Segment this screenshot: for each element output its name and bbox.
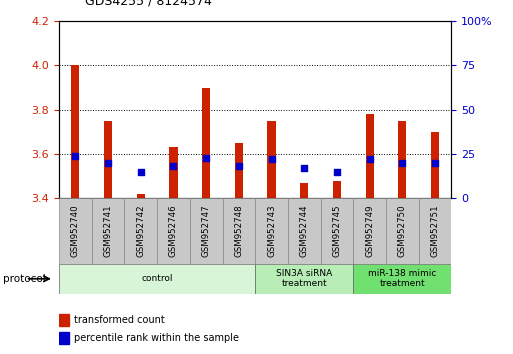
Bar — [353, 264, 451, 294]
Text: GSM952740: GSM952740 — [71, 205, 80, 257]
Bar — [267, 121, 275, 198]
Text: GSM952743: GSM952743 — [267, 205, 276, 257]
Text: GSM952750: GSM952750 — [398, 205, 407, 257]
Bar — [190, 198, 223, 264]
Text: transformed count: transformed count — [74, 315, 165, 325]
Bar — [202, 88, 210, 198]
Text: GSM952741: GSM952741 — [104, 205, 112, 257]
Bar — [419, 198, 451, 264]
Text: GSM952742: GSM952742 — [136, 205, 145, 257]
Text: protocol: protocol — [3, 274, 45, 284]
Text: GDS4255 / 8124574: GDS4255 / 8124574 — [85, 0, 211, 7]
Point — [235, 164, 243, 169]
Bar — [59, 314, 69, 326]
Text: SIN3A siRNA
treatment: SIN3A siRNA treatment — [276, 269, 332, 289]
Text: percentile rank within the sample: percentile rank within the sample — [74, 333, 239, 343]
Bar — [157, 198, 190, 264]
Text: GSM952746: GSM952746 — [169, 205, 178, 257]
Bar — [300, 183, 308, 198]
Text: GSM952747: GSM952747 — [202, 205, 211, 257]
Text: GSM952751: GSM952751 — [430, 205, 440, 257]
Point — [71, 153, 80, 159]
Bar — [288, 198, 321, 264]
Bar — [386, 198, 419, 264]
Bar — [104, 121, 112, 198]
Text: GSM952745: GSM952745 — [332, 205, 342, 257]
Text: miR-138 mimic
treatment: miR-138 mimic treatment — [368, 269, 437, 289]
Text: GSM952749: GSM952749 — [365, 205, 374, 257]
Bar — [431, 132, 439, 198]
Point — [333, 169, 341, 175]
Bar — [169, 147, 177, 198]
Bar — [333, 181, 341, 198]
Bar — [353, 198, 386, 264]
Bar — [136, 194, 145, 198]
Bar — [124, 198, 157, 264]
Bar — [59, 264, 255, 294]
Text: control: control — [142, 274, 173, 283]
Point — [431, 160, 439, 166]
Bar — [366, 114, 374, 198]
Point — [366, 156, 374, 162]
Bar — [71, 65, 80, 198]
Point — [267, 156, 275, 162]
Point — [169, 164, 177, 169]
Bar — [255, 264, 353, 294]
Bar — [321, 198, 353, 264]
Bar — [255, 198, 288, 264]
Point — [300, 165, 308, 171]
Point — [202, 155, 210, 160]
Point — [104, 160, 112, 166]
Point — [398, 160, 406, 166]
Bar — [398, 121, 406, 198]
Text: GSM952744: GSM952744 — [300, 205, 309, 257]
Bar — [92, 198, 125, 264]
Bar — [59, 332, 69, 344]
Point — [136, 169, 145, 175]
Bar — [59, 198, 92, 264]
Bar — [223, 198, 255, 264]
Bar — [235, 143, 243, 198]
Text: GSM952748: GSM952748 — [234, 205, 243, 257]
